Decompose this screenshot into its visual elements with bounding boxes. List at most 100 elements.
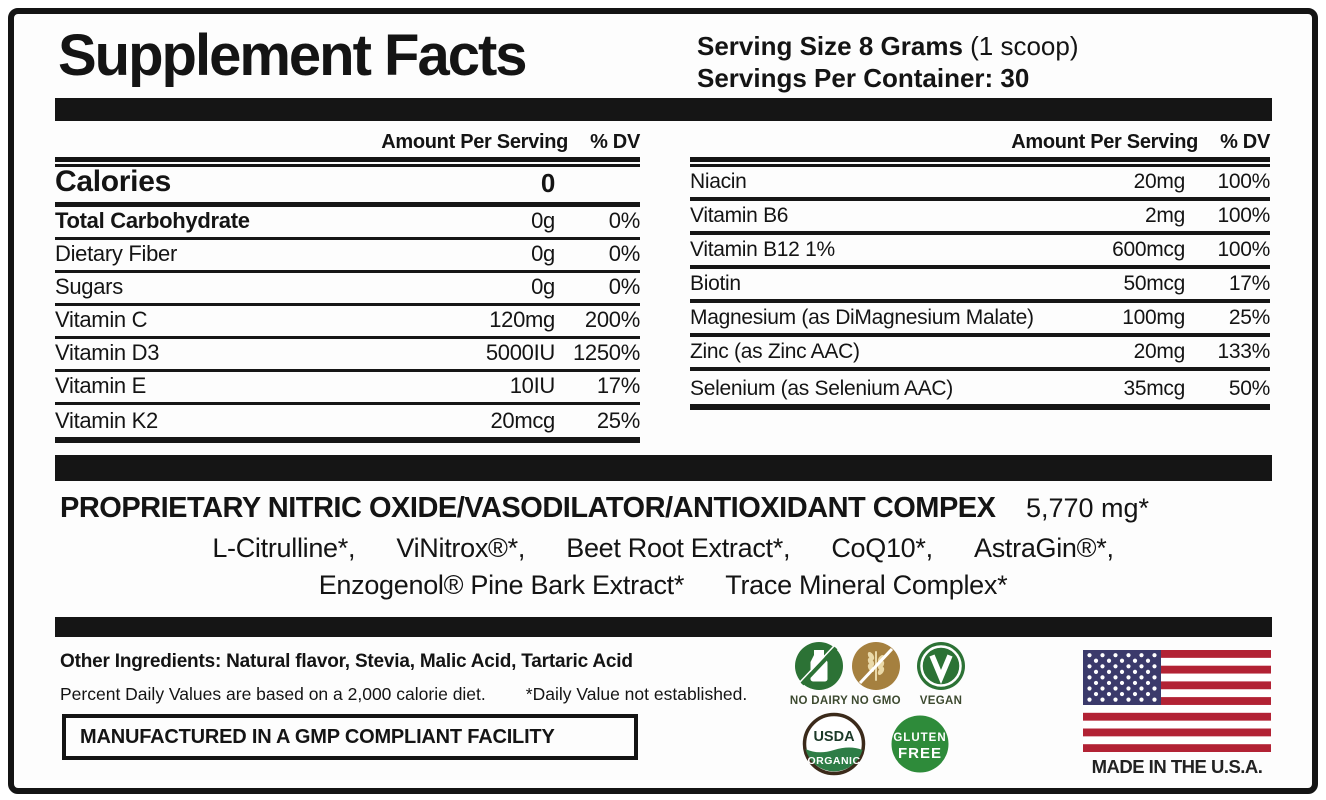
ingredient: AstraGin®*, xyxy=(974,533,1114,563)
nutrient-name: Selenium (as Selenium AAC) xyxy=(690,377,953,400)
made-in-usa-text: MADE IN THE U.S.A. xyxy=(1091,756,1263,777)
serving-scoop: (1 scoop) xyxy=(962,31,1079,61)
gluten-free-icon: GLUTEN FREE xyxy=(890,714,950,779)
vegan-label: VEGAN xyxy=(919,695,963,707)
table-row: Zinc (as Zinc AAC) 20mg 133% xyxy=(690,337,1270,371)
free-text: FREE xyxy=(898,745,942,762)
proprietary-ingredients-line2: Enzogenol® Pine Bark Extract* Trace Mine… xyxy=(14,570,1312,601)
nutrient-dv: 25% xyxy=(596,408,640,433)
page-title: Supplement Facts xyxy=(58,23,528,88)
dv-header: % DV xyxy=(590,131,640,153)
nutrient-name: Vitamin C xyxy=(55,307,148,332)
nutrient-amount: 10IU xyxy=(509,373,556,398)
nutrient-name: Zinc (as Zinc AAC) xyxy=(690,340,860,363)
nutrient-amount: 120mg xyxy=(489,307,555,332)
table-row: Total Carbohydrate 0g 0% xyxy=(55,207,640,240)
usda-organic-seal-icon: USDA ORGANIC xyxy=(802,712,866,781)
divider-bar xyxy=(55,98,1272,121)
nutrient-dv: 0% xyxy=(608,274,641,299)
divider-bar xyxy=(55,617,1272,637)
nutrient-amount: 35mcg xyxy=(1123,377,1185,400)
table-row: Biotin 50mcg 17% xyxy=(690,269,1270,303)
table-row: Calories 0 xyxy=(55,165,640,207)
ingredient: Enzogenol® Pine Bark Extract* xyxy=(318,570,685,600)
organic-text: ORGANIC xyxy=(807,755,860,767)
table-header: Amount Per Serving % DV xyxy=(690,128,1270,154)
nutrient-name: Vitamin K2 xyxy=(55,408,158,433)
ingredient: CoQ10*, xyxy=(831,533,933,563)
table-row: Sugars 0g 0% xyxy=(55,273,640,306)
table-row: Selenium (as Selenium AAC) 35mcg 50% xyxy=(690,371,1270,410)
usda-text: USDA xyxy=(813,729,855,745)
table-row: Niacin 20mg 100% xyxy=(690,167,1270,201)
nutrient-name: Dietary Fiber xyxy=(55,241,178,266)
nutrient-amount: 0g xyxy=(531,274,555,299)
nutrient-name: Vitamin E xyxy=(55,373,147,398)
nutrient-amount: 0g xyxy=(531,208,555,233)
no-gmo-label: NO GMO xyxy=(851,695,901,707)
servings-per-container: Servings Per Container: 30 xyxy=(697,63,1030,93)
serving-size-line: Serving Size 8 Grams (1 scoop) xyxy=(697,30,1079,62)
nutrient-dv: 0% xyxy=(608,208,641,233)
nutrient-amount: 0 xyxy=(540,168,555,198)
nutrient-amount: 600mcg xyxy=(1112,238,1185,261)
nutrient-amount: 0g xyxy=(531,241,555,266)
header-rule xyxy=(55,157,640,167)
proprietary-ingredients-line1: L-Citrulline*, ViNitrox®*, Beet Root Ext… xyxy=(14,533,1312,564)
amount-per-serving-header: Amount Per Serving xyxy=(381,131,569,153)
nutrient-dv: 0% xyxy=(608,241,641,266)
no-gmo-icon xyxy=(851,641,901,696)
serving-info: Serving Size 8 Grams (1 scoop) Servings … xyxy=(697,30,1079,94)
nutrient-dv: 100% xyxy=(1217,238,1270,261)
nutrient-dv: 25% xyxy=(1228,306,1270,329)
nutrient-name: Calories xyxy=(55,165,171,198)
daily-value-note: Percent Daily Values are based on a 2,00… xyxy=(60,684,747,705)
nutrient-name: Total Carbohydrate xyxy=(55,208,250,233)
no-dairy-label: NO DAIRY xyxy=(789,695,849,707)
dv-header: % DV xyxy=(1220,131,1270,153)
table-row: Vitamin E 10IU 17% xyxy=(55,372,640,405)
proprietary-blend-amount: 5,770 mg* xyxy=(1025,493,1150,523)
table-row: Magnesium (as DiMagnesium Malate) 100mg 25… xyxy=(690,303,1270,337)
gluten-text: GLUTEN xyxy=(893,732,946,744)
proprietary-blend-title-row: PROPRIETARY NITRIC OXIDE/VASODILATOR/ANT… xyxy=(60,492,1149,525)
nutrient-dv: 200% xyxy=(584,307,640,332)
table-row: Vitamin C 120mg 200% xyxy=(55,306,640,339)
nutrient-name: Vitamin B6 xyxy=(690,204,789,227)
gmp-facility-box: MANUFACTURED IN A GMP COMPLIANT FACILITY xyxy=(62,714,638,760)
table-row: Dietary Fiber 0g 0% xyxy=(55,240,640,273)
nutrient-name: Sugars xyxy=(55,274,123,299)
nutrient-name: Biotin xyxy=(690,272,741,295)
table-row: Vitamin D3 5000IU 1250% xyxy=(55,339,640,372)
ingredient: L-Citrulline*, xyxy=(212,533,356,563)
nutrient-name: Vitamin B12 1% xyxy=(690,238,835,261)
nutrient-amount: 50mcg xyxy=(1123,272,1185,295)
no-dairy-icon xyxy=(794,641,844,696)
nutrient-dv: 1250% xyxy=(572,340,640,365)
table-row: Vitamin K2 20mcg 25% xyxy=(55,405,640,443)
ingredient: Beet Root Extract*, xyxy=(566,533,791,563)
nutrient-name: Vitamin D3 xyxy=(55,340,160,365)
usa-flag-icon xyxy=(1083,650,1271,757)
nutrient-dv: 133% xyxy=(1217,340,1270,363)
nutrient-amount: 5000IU xyxy=(485,340,555,365)
gmp-facility-text: MANUFACTURED IN A GMP COMPLIANT FACILITY xyxy=(80,725,555,748)
vegan-icon xyxy=(916,641,966,696)
nutrient-amount: 2mg xyxy=(1145,204,1185,227)
table-row: Vitamin B6 2mg 100% xyxy=(690,201,1270,235)
dv-note-text: Percent Daily Values are based on a 2,00… xyxy=(60,684,486,704)
nutrient-table-right: Amount Per Serving % DV Niacin 20mg 100% V… xyxy=(690,128,1270,410)
nutrient-dv: 50% xyxy=(1228,377,1270,400)
nutrient-name: Magnesium (as DiMagnesium Malate) xyxy=(690,306,1034,329)
nutrient-name: Niacin xyxy=(690,170,747,193)
table-header: Amount Per Serving % DV xyxy=(55,128,640,154)
divider-bar xyxy=(55,455,1272,481)
nutrient-table-left: Amount Per Serving % DV Calories 0 Total … xyxy=(55,128,640,443)
ingredient: ViNitrox®*, xyxy=(396,533,526,563)
nutrient-dv: 17% xyxy=(596,373,640,398)
label-panel: Supplement Facts Serving Size 8 Grams (1… xyxy=(8,8,1318,794)
dv-not-established: *Daily Value not established. xyxy=(525,684,748,704)
serving-size: Serving Size 8 Grams xyxy=(697,31,963,61)
nutrient-dv: 100% xyxy=(1217,170,1270,193)
